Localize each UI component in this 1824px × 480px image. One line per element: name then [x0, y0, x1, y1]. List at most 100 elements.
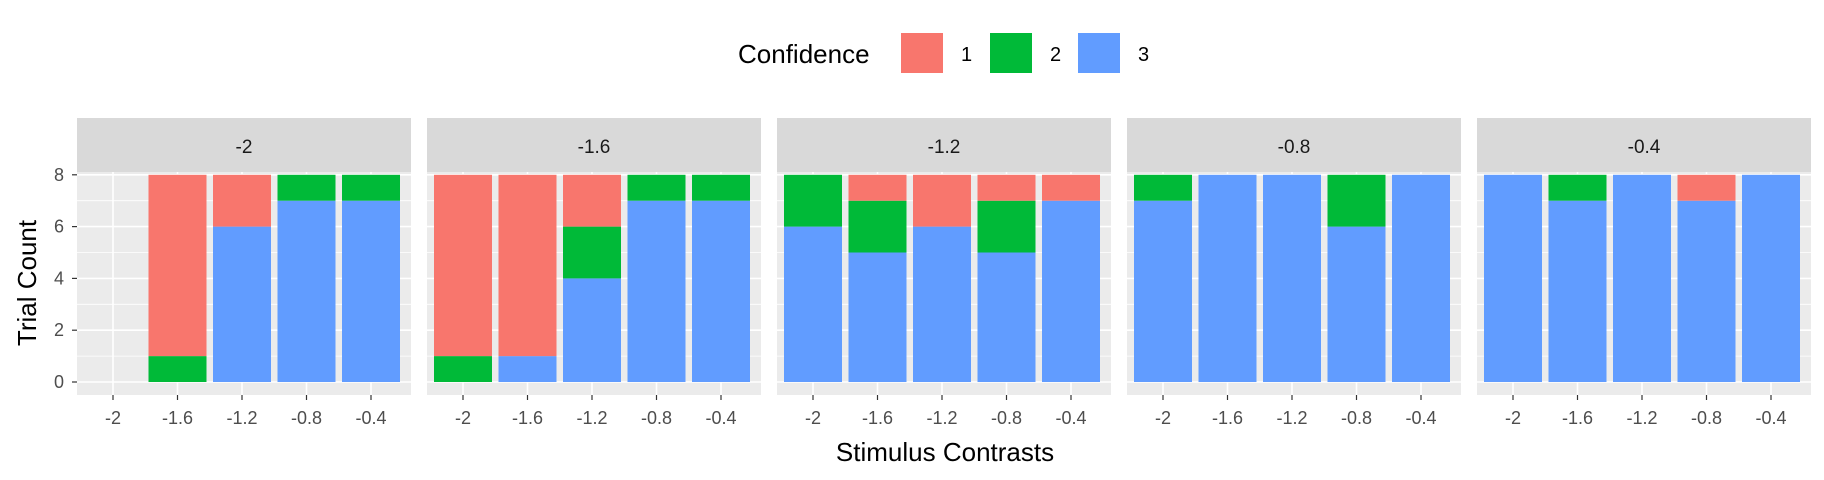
x-tick-label: -1.2 [926, 408, 957, 428]
bar-segment-confidence-1 [498, 174, 557, 357]
legend-label-3: 3 [1138, 44, 1149, 66]
x-tick-label: -0.8 [291, 408, 322, 428]
facet-strip-label: -0.4 [1628, 137, 1661, 158]
x-tick-label: -1.6 [1212, 408, 1243, 428]
x-axis-title: Stimulus Contrasts [836, 437, 1054, 467]
bar-segment-confidence-1 [1677, 174, 1736, 201]
bar-segment-confidence-1 [977, 174, 1036, 201]
x-tick-label: -1.6 [512, 408, 543, 428]
legend-label-2: 2 [1050, 44, 1061, 66]
bar-segment-confidence-3 [692, 200, 750, 382]
legend-swatch-2 [990, 33, 1032, 73]
x-tick-label: -1.2 [1626, 408, 1657, 428]
legend: Confidence 1 2 3 [738, 33, 1149, 73]
facet-strip-label: -0.8 [1278, 137, 1311, 158]
facet-strip-label: -1.6 [578, 137, 611, 158]
facet-strip [427, 118, 761, 172]
x-tick-label: -0.4 [705, 408, 736, 428]
bar-segment-confidence-3 [1677, 200, 1736, 382]
bar-segment-confidence-2 [277, 174, 336, 201]
x-tick-label: -1.6 [1562, 408, 1593, 428]
y-tick-label: 6 [54, 217, 64, 237]
bar-segment-confidence-3 [1484, 174, 1542, 382]
facet-strip-label: -1.2 [928, 137, 961, 158]
bar-segment-confidence-1 [1042, 174, 1100, 201]
bar-segment-confidence-1 [148, 174, 207, 357]
bar-segment-confidence-2 [627, 174, 686, 201]
x-tick-label: -0.4 [1755, 408, 1786, 428]
bar-segment-confidence-2 [434, 356, 492, 382]
facet-panel: -0.4 -2 -1.6 -1.2 -0.8 -0.4 [1477, 118, 1811, 428]
bar-segment-confidence-2 [1548, 174, 1607, 201]
x-tick-label: -1.2 [1276, 408, 1307, 428]
bar-segment-confidence-3 [498, 356, 557, 382]
bar-segment-confidence-1 [848, 174, 907, 201]
bar-segment-confidence-2 [342, 174, 400, 201]
bar-segment-confidence-2 [1327, 174, 1386, 227]
y-tick-label: 4 [54, 268, 64, 288]
bar-segment-confidence-2 [977, 200, 1036, 253]
bar-segment-confidence-3 [1548, 200, 1607, 382]
bar-segment-confidence-3 [1263, 174, 1321, 382]
x-tick-label: -0.4 [1405, 408, 1436, 428]
bar-segment-confidence-3 [913, 226, 971, 382]
facet-panel: -1.2 -2 -1.6 -1.2 -0.8 -0.4 [777, 118, 1111, 428]
y-axis: 0 2 4 6 8 [54, 165, 77, 392]
facet-strip-label: -2 [236, 137, 253, 158]
bar-segment-confidence-3 [627, 200, 686, 382]
facet-strip [77, 118, 411, 172]
bar-segment-confidence-3 [342, 200, 400, 382]
x-tick-label: -0.8 [1341, 408, 1372, 428]
y-tick-label: 0 [54, 372, 64, 392]
x-tick-label: -2 [105, 408, 121, 428]
bar-segment-confidence-1 [913, 174, 971, 227]
x-tick-label: -2 [1505, 408, 1521, 428]
bar-segment-confidence-3 [277, 200, 336, 382]
facet-strip [1477, 118, 1811, 172]
x-tick-label: -1.6 [862, 408, 893, 428]
x-tick-label: -1.2 [226, 408, 257, 428]
bar-segment-confidence-3 [1134, 200, 1192, 382]
x-tick-label: -2 [455, 408, 471, 428]
bar-segment-confidence-2 [1134, 174, 1192, 201]
legend-swatch-3 [1078, 33, 1120, 73]
bar-segment-confidence-3 [848, 252, 907, 382]
bar-segment-confidence-1 [563, 174, 621, 227]
bar-segment-confidence-2 [563, 226, 621, 279]
legend-swatch-1 [901, 33, 943, 73]
x-tick-label: -0.8 [641, 408, 672, 428]
bar-segment-confidence-3 [1198, 174, 1257, 382]
facet-panel: -2 -2 -1.6 -1.2 -0.8 -0.4 [77, 118, 411, 428]
bar-segment-confidence-3 [1327, 226, 1386, 382]
facet-panel: -0.8 -2 -1.6 -1.2 -0.8 -0.4 [1127, 118, 1461, 428]
legend-title: Confidence [738, 39, 870, 69]
bar-segment-confidence-3 [1613, 174, 1671, 382]
facet-panels: -2-2 -1.6 -1.2 -0.8 -0.4-1.6-2 -1.6 -1.2 -0.8 -0… [77, 118, 1811, 428]
y-tick-label: 2 [54, 320, 64, 340]
bar-segment-confidence-2 [692, 174, 750, 201]
bar-segment-confidence-3 [1742, 174, 1800, 382]
y-tick-label: 8 [54, 165, 64, 185]
x-tick-label: -1.6 [162, 408, 193, 428]
x-tick-label: -0.8 [991, 408, 1022, 428]
bar-segment-confidence-3 [784, 226, 842, 382]
bar-segment-confidence-2 [848, 200, 907, 253]
x-tick-label: -0.4 [1055, 408, 1086, 428]
x-tick-label: -0.8 [1691, 408, 1722, 428]
x-tick-label: -0.4 [355, 408, 386, 428]
legend-label-1: 1 [961, 44, 972, 66]
bar-segment-confidence-2 [784, 174, 842, 227]
x-tick-label: -2 [805, 408, 821, 428]
bar-segment-confidence-3 [1042, 200, 1100, 382]
x-tick-label: -2 [1155, 408, 1171, 428]
x-tick-label: -1.2 [576, 408, 607, 428]
bar-segment-confidence-3 [213, 226, 271, 382]
facet-strip [777, 118, 1111, 172]
bar-segment-confidence-3 [977, 252, 1036, 382]
bar-segment-confidence-1 [213, 174, 271, 227]
facet-strip [1127, 118, 1461, 172]
bar-segment-confidence-2 [148, 356, 207, 382]
bar-segment-confidence-3 [1392, 174, 1450, 382]
bar-segment-confidence-3 [563, 278, 621, 382]
